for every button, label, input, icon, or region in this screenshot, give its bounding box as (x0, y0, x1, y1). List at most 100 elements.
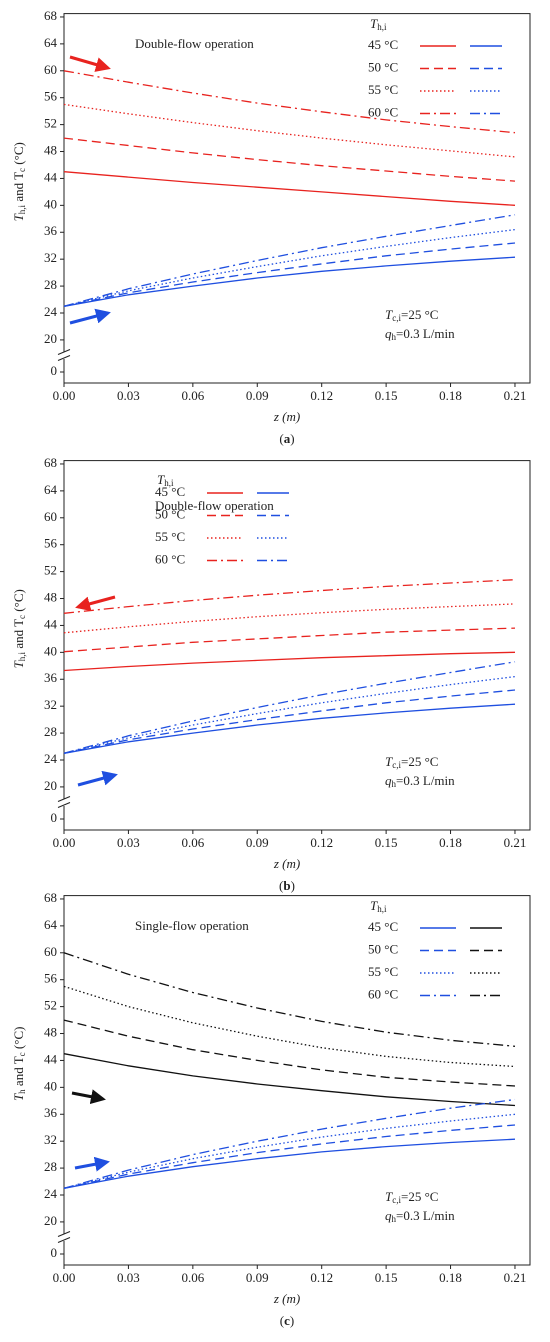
annotation-part: =25 °C (401, 307, 438, 322)
legend-label: 60 °C (155, 551, 185, 566)
legend-title: Th,i (370, 16, 387, 32)
y-tick-label: 52 (44, 563, 57, 578)
data-line (63, 661, 516, 754)
annotation-part: c,i (392, 313, 401, 323)
annotation-part: q (385, 326, 392, 341)
data-line (63, 985, 516, 1068)
flow-arrow (74, 1156, 110, 1172)
y-tick-label: 0 (51, 363, 58, 378)
x-tick-label: 0.06 (181, 1270, 204, 1285)
annotation-part: h (392, 779, 397, 789)
plot-frame (63, 13, 531, 384)
chart-title: Double-flow operation (135, 36, 254, 51)
data-line (63, 1138, 516, 1189)
axis-break (57, 355, 71, 361)
y-tick-label: 40 (44, 1078, 57, 1093)
caption: (b) (279, 878, 295, 893)
y-axis-label-part: h,i (17, 204, 27, 214)
y-axis-label-part: and T (11, 1056, 26, 1089)
flow-arrow (69, 308, 111, 325)
x-tick-label: 0.12 (310, 388, 333, 403)
y-tick-label: 24 (44, 751, 58, 766)
data-line (63, 689, 516, 754)
legend-label: 55 °C (368, 964, 398, 979)
axis-break (57, 796, 71, 802)
y-tick-label: 56 (44, 89, 58, 104)
y-tick-label: 52 (44, 116, 57, 131)
data-line (63, 70, 516, 134)
y-tick-label: 68 (44, 890, 57, 905)
y-axis-label: Th,i and Tc (°C) (11, 142, 27, 221)
y-tick-label: 36 (44, 1105, 58, 1120)
y-tick-label: 32 (44, 1132, 57, 1147)
caption-part: ( (279, 878, 283, 893)
legend-title-part: T (370, 898, 378, 913)
y-axis-label-part: c (17, 168, 27, 172)
y-tick-label: 64 (44, 35, 58, 50)
x-tick-label: 0.18 (439, 1270, 462, 1285)
y-tick-label: 20 (44, 331, 57, 346)
axis-break-gap (58, 1234, 70, 1241)
caption-part: a (284, 431, 291, 446)
legend-title-part: T (157, 472, 165, 487)
y-axis-label-part: and T (11, 172, 26, 205)
caption-part: ) (291, 878, 295, 893)
caption: (a) (279, 431, 294, 446)
data-line (63, 1098, 516, 1189)
legend-label: 55 °C (155, 529, 185, 544)
axis-break (57, 1231, 71, 1237)
annotation-part: q (385, 1208, 392, 1223)
annotation: qh=0.3 L/min (385, 773, 455, 789)
y-tick-label: 68 (44, 455, 57, 470)
annotation-part: =25 °C (401, 754, 438, 769)
y-axis-label-part: and T (11, 619, 26, 652)
x-tick-label: 0.09 (246, 388, 269, 403)
x-tick-label: 0.03 (117, 835, 140, 850)
data-line (63, 137, 516, 182)
chart-title: Single-flow operation (135, 918, 249, 933)
legend-label: 60 °C (368, 986, 398, 1001)
x-tick-label: 0.18 (439, 388, 462, 403)
y-tick-label: 32 (44, 250, 57, 265)
annotation: qh=0.3 L/min (385, 1208, 455, 1224)
legend-label: 50 °C (155, 506, 185, 521)
x-axis-label: z (m) (273, 1291, 300, 1306)
caption-part: ( (280, 1313, 284, 1328)
annotation: Tc,i=25 °C (385, 754, 438, 770)
caption-part: c (284, 1313, 290, 1328)
x-tick-label: 0.00 (53, 1270, 76, 1285)
y-tick-label: 60 (44, 944, 57, 959)
y-axis-label: Th,i and Tc (°C) (11, 589, 27, 668)
annotation: qh=0.3 L/min (385, 326, 455, 342)
y-tick-label: 60 (44, 62, 57, 77)
legend-title: Th,i (157, 472, 174, 488)
y-tick-label: 40 (44, 643, 57, 658)
annotation-part: T (385, 307, 393, 322)
data-line (63, 703, 516, 754)
y-axis-label-part: c (17, 615, 27, 619)
data-line (63, 651, 516, 672)
annotation-part: T (385, 1189, 393, 1204)
data-line (63, 214, 516, 307)
y-tick-label: 44 (44, 616, 58, 631)
y-axis-label-part: h,i (17, 651, 27, 661)
legend-title: Th,i (370, 898, 387, 914)
y-axis-label-part: (°C) (11, 142, 26, 168)
axis-break (57, 349, 71, 355)
data-line (63, 228, 516, 307)
data-line (63, 171, 516, 206)
flow-arrow (75, 595, 116, 612)
y-tick-label: 24 (44, 304, 58, 319)
y-tick-label: 40 (44, 196, 57, 211)
y-tick-label: 32 (44, 697, 57, 712)
legend-title-part: h,i (377, 904, 387, 914)
plot-frame (63, 895, 531, 1266)
x-tick-label: 0.09 (246, 835, 269, 850)
legend-title-part: T (370, 16, 378, 31)
y-tick-label: 48 (44, 590, 57, 605)
y-tick-label: 48 (44, 1025, 57, 1040)
annotation-part: =25 °C (401, 1189, 438, 1204)
chart-title: Double-flow operation (155, 498, 274, 513)
y-tick-label: 28 (44, 1159, 57, 1174)
data-line (63, 627, 516, 653)
